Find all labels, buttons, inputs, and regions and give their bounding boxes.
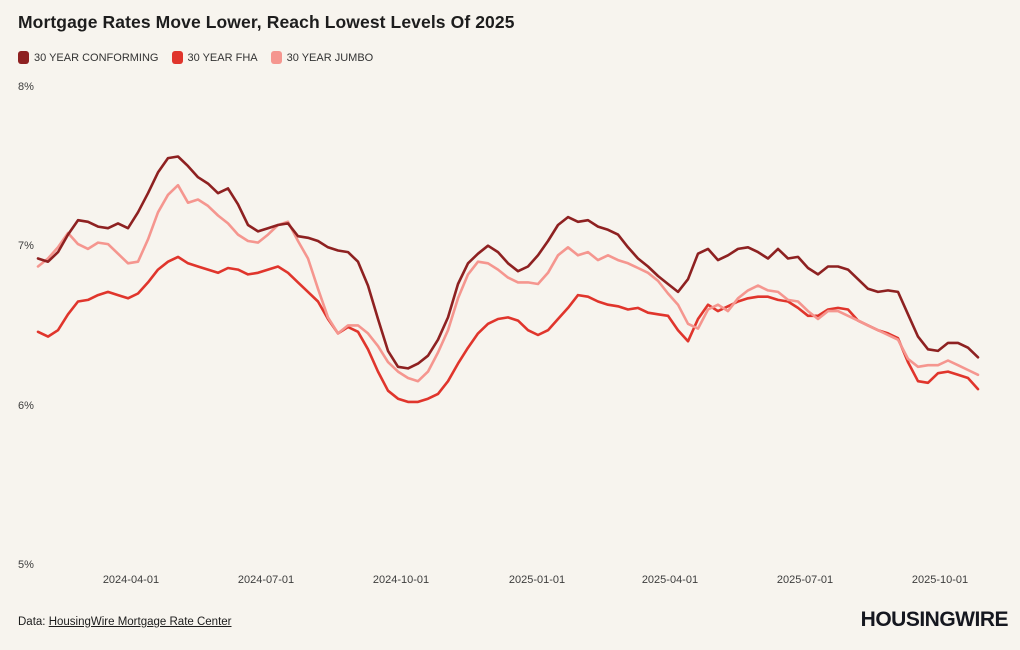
legend-swatch-icon: [270, 51, 282, 64]
legend-item-30-year-fha: 30 YEAR FHA: [171, 51, 258, 64]
legend-label: 30 YEAR JUMBO: [286, 51, 374, 64]
y-tick-label: 5%: [18, 559, 34, 571]
line-30-year-jumbo: [36, 183, 980, 383]
legend-item-30-year-conforming: 30 YEAR CONFORMING: [18, 51, 159, 64]
x-tick-label: 2025-04-01: [641, 574, 699, 586]
data-source: Data: HousingWire Mortgage Rate Center: [18, 616, 232, 628]
y-tick-label: 6%: [18, 399, 34, 412]
x-tick-label: 2024-07-01: [237, 574, 295, 586]
y-tick-label: 7%: [18, 240, 34, 253]
housingwire-logo: HOUSINGWIRE: [860, 608, 1009, 631]
legend-swatch-icon: [18, 51, 29, 64]
data-source-prefix: Data:: [18, 616, 49, 628]
x-tick-label: 2024-10-01: [372, 574, 430, 586]
line-30-year-conforming: [36, 155, 980, 370]
legend-item-30-year-jumbo: 30 YEAR JUMBO: [270, 51, 374, 64]
data-source-link[interactable]: HousingWire Mortgage Rate Center: [48, 616, 232, 628]
chart-title: Mortgage Rates Move Lower, Reach Lowest …: [18, 12, 515, 32]
legend-label: 30 YEAR FHA: [187, 51, 258, 64]
x-tick-label: 2024-04-01: [102, 574, 160, 586]
chart-legend: 30 YEAR CONFORMING 30 YEAR FHA 30 YEAR JUM…: [18, 51, 373, 64]
x-tick-label: 2025-07-01: [776, 574, 834, 586]
legend-label: 30 YEAR CONFORMING: [34, 51, 159, 64]
y-tick-label: 8%: [18, 81, 34, 93]
x-tick-label: 2025-01-01: [508, 574, 566, 586]
line-30-year-fha: [36, 255, 980, 404]
legend-swatch-icon: [171, 51, 183, 64]
x-tick-label: 2025-10-01: [911, 574, 969, 586]
